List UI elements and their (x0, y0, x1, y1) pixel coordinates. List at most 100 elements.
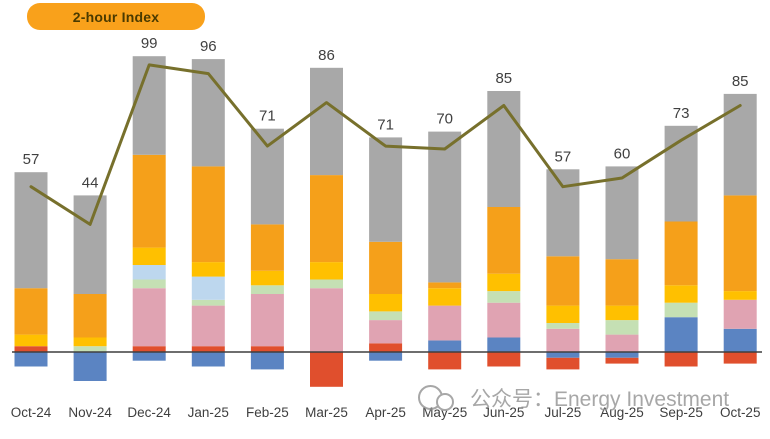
bar-segment-yellow (310, 262, 343, 280)
bar-segment-orange (73, 294, 107, 338)
bar-segment-blue (723, 328, 757, 352)
bar-segment-blue (546, 352, 580, 358)
bar-segment-orange (250, 224, 284, 271)
bar-segment-blue (605, 352, 639, 358)
bar-segment-red-orange (14, 346, 48, 352)
bar-segment-pink (310, 288, 343, 352)
bar-segment-red-orange (191, 346, 225, 352)
bar-segment-blue (369, 352, 403, 361)
bar-segment-pink (428, 305, 462, 341)
category-label: Aug-25 (600, 405, 644, 420)
bar-segment-blue (73, 352, 107, 381)
value-label: 57 (23, 151, 40, 168)
bar-segment-gray (428, 131, 462, 283)
bar-segment-light-green (132, 279, 166, 289)
bar-segment-red-orange (132, 346, 166, 352)
bar-segment-light-green (191, 299, 225, 306)
bar-segment-yellow (132, 247, 166, 265)
bar-segment-pink (369, 320, 403, 344)
index-line (29, 63, 742, 226)
bar-segment-orange (605, 259, 639, 306)
bar-segment-orange (369, 241, 403, 294)
bar-segment-gray (723, 93, 757, 196)
bar-segment-gray (369, 137, 403, 242)
category-label: May-25 (422, 405, 467, 420)
value-label: 99 (141, 35, 158, 52)
bar-segment-yellow (605, 305, 639, 321)
bar-segment-light-green (664, 302, 698, 318)
bar-segment-yellow (250, 270, 284, 286)
bar-segment-light-green (73, 346, 107, 352)
bar-segment-orange (428, 282, 462, 289)
bar-segment-blue (14, 352, 48, 367)
bar-segment-gray (605, 166, 639, 260)
index-badge: 2-hour Index (27, 3, 205, 30)
category-label: Mar-25 (305, 405, 348, 420)
value-label: 57 (555, 148, 572, 165)
bar-segment-orange (664, 221, 698, 286)
bar-segment-gray (250, 128, 284, 225)
bar-segment-light-green (310, 279, 343, 289)
bar-segment-yellow (546, 305, 580, 323)
bar-segment-light-blue (132, 265, 166, 280)
value-label: 71 (259, 108, 276, 125)
bar-segment-yellow (191, 262, 225, 277)
bar-segment-orange (546, 256, 580, 306)
bar-segment-yellow (664, 285, 698, 303)
value-label: 85 (495, 70, 512, 87)
category-label: Oct-24 (11, 405, 52, 420)
bar-segment-gray (191, 59, 225, 167)
bar-segment-blue (428, 340, 462, 352)
bar-segment-pink (250, 294, 284, 347)
category-label: Jul-25 (545, 405, 582, 420)
bar-segment-red-orange (723, 352, 757, 364)
bar-segment-yellow (73, 337, 107, 347)
bar-segment-blue (250, 352, 284, 370)
bar-segment-gray (487, 91, 521, 207)
bar-segment-blue (191, 352, 225, 367)
value-label: 96 (200, 38, 217, 55)
bar-segment-orange (14, 288, 48, 335)
bar-segment-gray (132, 56, 166, 155)
category-label: Jun-25 (483, 405, 524, 420)
category-label: Apr-25 (365, 405, 406, 420)
bar-segment-pink (132, 288, 166, 347)
bar-segment-yellow (369, 294, 403, 312)
bar-segment-light-green (487, 291, 521, 303)
bar-segment-red-orange (369, 343, 403, 352)
category-label: Dec-24 (127, 405, 171, 420)
category-label: Oct-25 (720, 405, 761, 420)
bar-segment-gray (14, 172, 48, 289)
value-label: 70 (436, 111, 453, 128)
bar-segment-red-orange (664, 352, 698, 367)
bar-segment-light-green (546, 323, 580, 329)
value-label: 60 (614, 145, 631, 162)
bar-segment-light-green (605, 320, 639, 335)
bar-segment-light-green (369, 311, 403, 321)
bar-segment-orange (191, 166, 225, 263)
category-label: Sep-25 (659, 405, 703, 420)
bar-segment-red-orange (250, 346, 284, 352)
bar-segment-light-green (250, 285, 284, 294)
bar-segment-pink (723, 299, 757, 329)
bar-segment-red-orange (310, 352, 343, 387)
value-label: 86 (318, 47, 335, 64)
bar-segment-orange (723, 195, 757, 292)
bar-segment-gray (310, 67, 343, 176)
bar-segment-orange (132, 154, 166, 248)
bar-segment-yellow (487, 273, 521, 292)
bar-segment-pink (191, 305, 225, 347)
value-label: 71 (377, 116, 394, 133)
category-label: Jan-25 (188, 405, 229, 420)
bar-segment-pink (487, 302, 521, 338)
value-label: 73 (673, 105, 690, 122)
index-badge-label: 2-hour Index (72, 8, 160, 25)
bar-segment-blue (132, 352, 166, 361)
value-label: 85 (732, 73, 749, 90)
bar-segment-yellow (723, 291, 757, 300)
bar-segment-pink (605, 334, 639, 352)
bar-segment-light-blue (191, 276, 225, 300)
bar-segment-yellow (14, 334, 48, 347)
